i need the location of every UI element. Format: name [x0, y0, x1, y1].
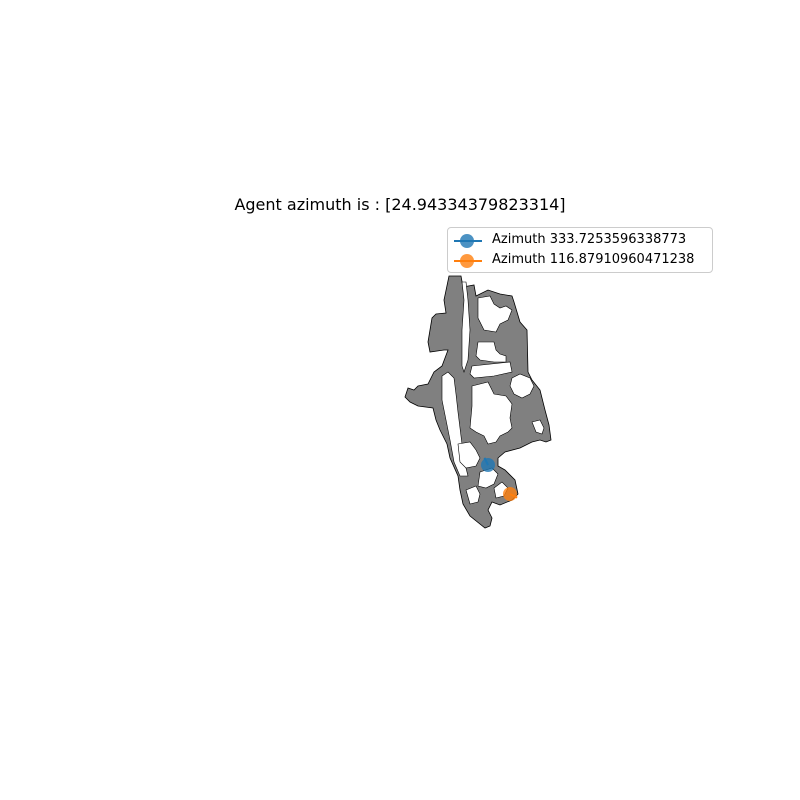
obstacle	[475, 341, 507, 363]
obstacle	[465, 485, 481, 505]
obstacle	[477, 295, 513, 333]
plot-title: Agent azimuth is : [24.94334379823314]	[234, 195, 566, 214]
obstacle	[469, 361, 513, 379]
legend-label-2: Azimuth 116.87910960471238	[492, 252, 695, 267]
obstacle	[457, 441, 481, 469]
legend-marker-1	[460, 234, 474, 248]
agent-marker-1	[481, 457, 495, 472]
legend-label-1: Azimuth 333.7253596338773	[492, 232, 687, 247]
obstacle	[509, 373, 535, 399]
agent-marker-2	[503, 487, 518, 501]
legend-entry-1: Azimuth 333.7253596338773	[448, 231, 714, 251]
agent-heading-1	[483, 457, 489, 466]
obstacle	[469, 381, 513, 445]
legend-entry-2: Azimuth 116.87910960471238	[448, 251, 714, 271]
obstacle	[531, 419, 545, 435]
obstacle	[461, 281, 471, 373]
legend: Azimuth 333.7253596338773 Azimuth 116.87…	[447, 227, 713, 273]
agent-heading-2	[509, 493, 518, 499]
legend-marker-2	[460, 254, 474, 268]
